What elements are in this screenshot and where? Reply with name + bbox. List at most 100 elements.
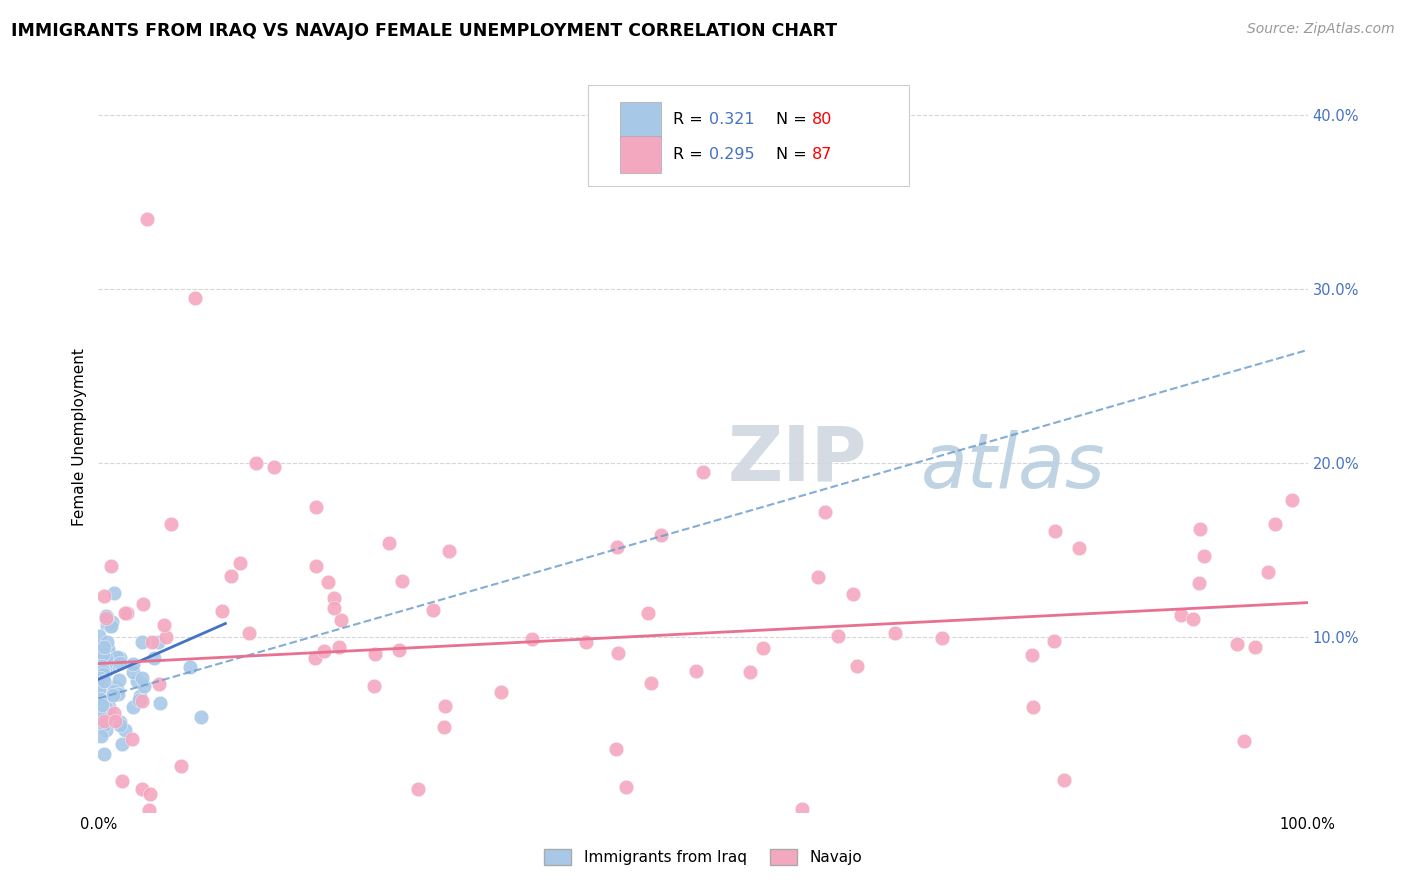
Point xyxy=(90,659,112,673)
Point xyxy=(229,556,252,570)
Point xyxy=(101,688,124,702)
Point xyxy=(364,647,387,661)
Point xyxy=(98,700,121,714)
Point xyxy=(1257,565,1279,579)
Point xyxy=(1194,549,1216,563)
Point xyxy=(94,661,117,675)
Text: ZIP: ZIP xyxy=(727,423,866,497)
Point xyxy=(434,698,457,713)
Point xyxy=(103,585,125,599)
Point xyxy=(931,632,953,646)
Y-axis label: Female Unemployment: Female Unemployment xyxy=(72,348,87,526)
Point xyxy=(97,642,120,657)
Point xyxy=(105,649,128,664)
Point xyxy=(1189,522,1212,536)
Point xyxy=(104,680,127,694)
Point xyxy=(96,651,118,665)
Point xyxy=(792,802,814,816)
Point xyxy=(304,651,326,665)
Point xyxy=(103,706,125,720)
Point xyxy=(388,643,411,657)
Point xyxy=(740,665,762,679)
Point xyxy=(607,647,630,661)
Point xyxy=(170,759,193,773)
Point xyxy=(91,657,114,671)
Point xyxy=(1021,648,1043,662)
Point xyxy=(751,640,773,655)
Point xyxy=(322,591,344,605)
Point xyxy=(1281,493,1303,508)
Point xyxy=(1043,634,1066,648)
Point xyxy=(155,630,177,644)
Point xyxy=(1264,517,1286,532)
Point xyxy=(104,714,127,728)
Point xyxy=(1243,640,1265,654)
Point xyxy=(305,500,328,514)
Text: 87: 87 xyxy=(811,147,832,162)
Point xyxy=(87,703,110,717)
Text: Source: ZipAtlas.com: Source: ZipAtlas.com xyxy=(1247,22,1395,37)
Point xyxy=(1226,637,1249,651)
Point xyxy=(184,291,207,305)
Point xyxy=(107,687,129,701)
Point xyxy=(108,656,131,670)
Point xyxy=(89,687,111,701)
Point xyxy=(89,681,111,696)
Point xyxy=(94,611,117,625)
Point xyxy=(1182,612,1205,626)
Point xyxy=(439,544,461,558)
FancyBboxPatch shape xyxy=(620,102,661,138)
Point xyxy=(108,651,131,665)
Point xyxy=(91,666,114,681)
Point xyxy=(238,625,260,640)
FancyBboxPatch shape xyxy=(620,136,661,173)
Point xyxy=(105,681,128,696)
Point xyxy=(489,684,512,698)
Point xyxy=(160,517,183,532)
Point xyxy=(408,781,430,796)
Point xyxy=(378,536,401,550)
Point xyxy=(97,647,120,661)
Point xyxy=(637,606,659,620)
Point xyxy=(520,632,543,647)
Point xyxy=(96,698,118,713)
Point xyxy=(96,700,118,714)
Point xyxy=(117,606,139,620)
Point xyxy=(94,651,117,665)
Text: N =: N = xyxy=(776,112,811,128)
Point xyxy=(363,679,385,693)
Point xyxy=(323,600,346,615)
Point xyxy=(139,787,162,801)
Point xyxy=(314,644,336,658)
Point xyxy=(96,608,118,623)
Point xyxy=(100,559,122,574)
Point xyxy=(96,635,118,649)
Point xyxy=(305,559,328,574)
Point xyxy=(605,742,627,756)
Point xyxy=(128,693,150,707)
Point xyxy=(90,690,112,705)
Point xyxy=(93,694,115,708)
Point xyxy=(87,673,110,688)
Point xyxy=(121,657,143,672)
Point xyxy=(179,660,201,674)
Point xyxy=(692,465,714,479)
Point xyxy=(93,714,115,728)
Point xyxy=(153,617,176,632)
Point xyxy=(89,671,111,685)
Point xyxy=(127,673,149,688)
Point xyxy=(391,574,413,588)
Point xyxy=(98,706,121,721)
Point xyxy=(111,737,134,751)
Point xyxy=(1188,576,1211,591)
Point xyxy=(114,606,136,620)
Point xyxy=(96,609,118,624)
Point xyxy=(190,709,212,723)
Point xyxy=(93,640,115,654)
Point xyxy=(814,506,837,520)
Point xyxy=(96,618,118,632)
Point xyxy=(263,460,285,475)
Point xyxy=(89,692,111,706)
Point xyxy=(614,780,637,795)
Text: 80: 80 xyxy=(811,112,832,128)
